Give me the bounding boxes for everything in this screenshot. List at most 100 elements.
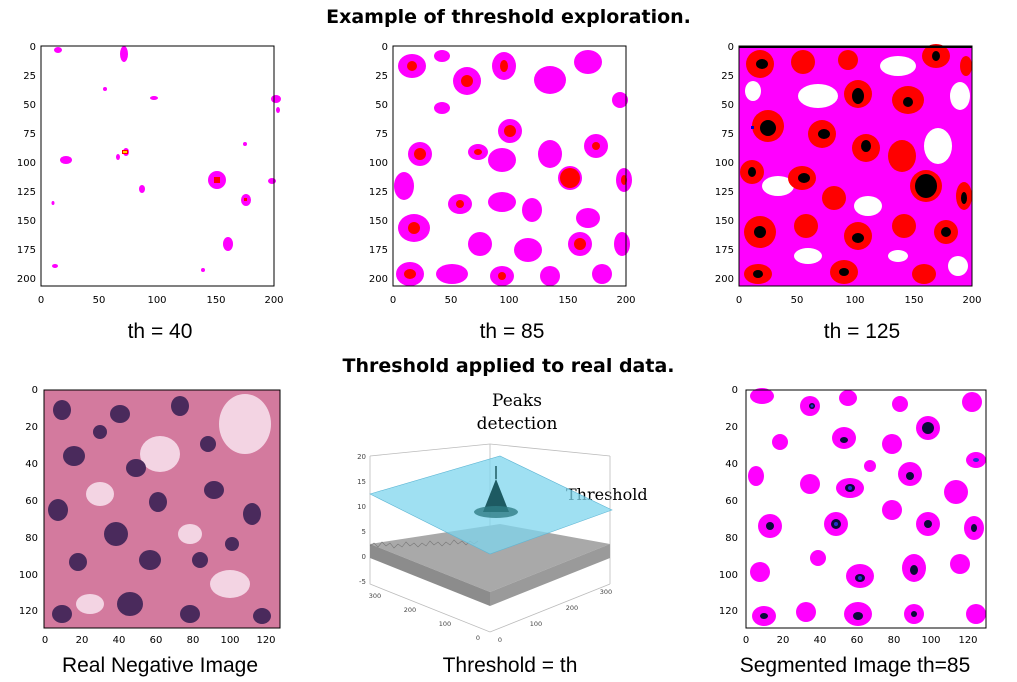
- x-tick: 40: [113, 635, 126, 646]
- z-tick: -5: [359, 578, 366, 586]
- caption-th-85: th = 85: [479, 320, 545, 343]
- y-tick: 120: [19, 606, 38, 617]
- y3d-axis-ticks: 0 100 200 300: [498, 588, 612, 644]
- x-tick: 100: [220, 635, 239, 646]
- z-tick: 10: [357, 503, 366, 511]
- segmentation-image: [40, 45, 281, 287]
- x-tick: 0: [743, 635, 749, 646]
- peaks-label-line1: Peaks: [492, 391, 542, 411]
- y-tick: 150: [369, 216, 388, 227]
- y-tick: 60: [25, 496, 38, 507]
- segmentation-image: [745, 388, 987, 629]
- x-tick: 0: [42, 635, 48, 646]
- y-tick: 25: [23, 71, 36, 82]
- peak-spike: [474, 466, 518, 518]
- x-tick: 100: [921, 635, 940, 646]
- y-tick: 50: [721, 100, 734, 111]
- x3d-tick: 200: [404, 606, 416, 614]
- x3d-tick: 0: [476, 634, 480, 642]
- x-tick: 80: [888, 635, 901, 646]
- x-tick: 120: [256, 635, 275, 646]
- y-tick: 80: [725, 533, 738, 544]
- x-tick: 80: [187, 635, 200, 646]
- y-tick: 50: [23, 100, 36, 111]
- y-tick: 125: [17, 187, 36, 198]
- z-tick: 5: [362, 528, 366, 536]
- y-tick: 80: [25, 533, 38, 544]
- tissue-image: [43, 389, 281, 629]
- segmentation-image: [738, 44, 973, 287]
- y-tick: 125: [715, 187, 734, 198]
- x-tick: 100: [845, 295, 864, 306]
- caption-th-40: th = 40: [127, 320, 193, 343]
- plot-real-negative-image: 0 20 40 60 80 100 120 0 20 40 60 80 100 …: [19, 385, 281, 646]
- axis-x-ticks: 0 20 40 60 80 100 120: [42, 635, 276, 646]
- x-tick: 120: [958, 635, 977, 646]
- y-tick: 0: [728, 42, 734, 53]
- plot-th-125: 0 50 100 150 200 0 25 50 75 100 125 150 …: [715, 42, 982, 306]
- y-tick: 100: [17, 158, 36, 169]
- y-tick: 150: [17, 216, 36, 227]
- x-tick: 0: [38, 295, 44, 306]
- y-tick: 75: [375, 129, 388, 140]
- y-tick: 0: [732, 385, 738, 396]
- x-tick: 200: [962, 295, 981, 306]
- axis-x-ticks: 0 50 100 150 200: [390, 295, 636, 306]
- x3d-axis-ticks: 300 200 100 0: [369, 592, 480, 642]
- y-tick: 100: [719, 570, 738, 581]
- x-tick: 200: [264, 295, 283, 306]
- y-tick: 75: [721, 129, 734, 140]
- x-tick: 50: [791, 295, 804, 306]
- axis-y-ticks: 0 25 50 75 100 125 150 175 200: [17, 42, 36, 285]
- x-tick: 20: [777, 635, 790, 646]
- y-tick: 200: [369, 274, 388, 285]
- y-tick: 20: [725, 422, 738, 433]
- caption-segmented-image: Segmented Image th=85: [739, 654, 971, 677]
- peaks-label-line2: detection: [477, 414, 558, 434]
- x-tick: 150: [904, 295, 923, 306]
- z-tick: 0: [362, 553, 366, 561]
- title-threshold-real-data: Threshold applied to real data.: [342, 355, 675, 377]
- y-tick: 50: [375, 100, 388, 111]
- axis-x-ticks: 0 50 100 150 200: [38, 295, 284, 306]
- y-tick: 175: [17, 245, 36, 256]
- y-tick: 100: [19, 570, 38, 581]
- caption-th-125: th = 125: [823, 320, 901, 343]
- y-tick: 20: [25, 422, 38, 433]
- y-tick: 200: [715, 274, 734, 285]
- y-tick: 40: [725, 459, 738, 470]
- x-tick: 0: [390, 295, 396, 306]
- z-tick: 15: [357, 478, 366, 486]
- y-tick: 100: [369, 158, 388, 169]
- y-tick: 200: [17, 274, 36, 285]
- title-threshold-exploration: Example of threshold exploration.: [326, 6, 691, 28]
- y-tick: 40: [25, 459, 38, 470]
- y-tick: 175: [715, 245, 734, 256]
- y3d-tick: 300: [600, 588, 612, 596]
- diagram-3d-threshold: Peaks detection Threshold 20 15 10 5 0 -…: [357, 391, 648, 644]
- y-tick: 25: [375, 71, 388, 82]
- y-tick: 60: [725, 496, 738, 507]
- x-tick: 40: [814, 635, 827, 646]
- x-tick: 150: [558, 295, 577, 306]
- noise-surface: [369, 524, 610, 606]
- y-tick: 0: [32, 385, 38, 396]
- peaks-label: Peaks detection: [477, 391, 558, 434]
- caption-real-negative-image: Real Negative Image: [61, 654, 259, 677]
- plot-th-40: 0 50 100 150 200 0 25 50 75 100 125 150 …: [17, 42, 284, 306]
- axis-y-ticks: 0 20 40 60 80 100 120: [19, 385, 38, 617]
- plot-segmented-image: 0 20 40 60 80 100 120 0 20 40 60 80 100 …: [719, 385, 987, 646]
- x-tick: 0: [736, 295, 742, 306]
- y3d-tick: 100: [530, 620, 542, 628]
- x3d-tick: 100: [439, 620, 451, 628]
- y3d-tick: 0: [498, 636, 502, 644]
- y-tick: 175: [369, 245, 388, 256]
- y-tick: 0: [30, 42, 36, 53]
- axis-y-ticks: 0 20 40 60 80 100 120: [719, 385, 738, 617]
- y-tick: 125: [369, 187, 388, 198]
- x-tick: 100: [147, 295, 166, 306]
- x-tick: 100: [499, 295, 518, 306]
- x-tick: 50: [445, 295, 458, 306]
- x-tick: 20: [76, 635, 89, 646]
- y-tick: 150: [715, 216, 734, 227]
